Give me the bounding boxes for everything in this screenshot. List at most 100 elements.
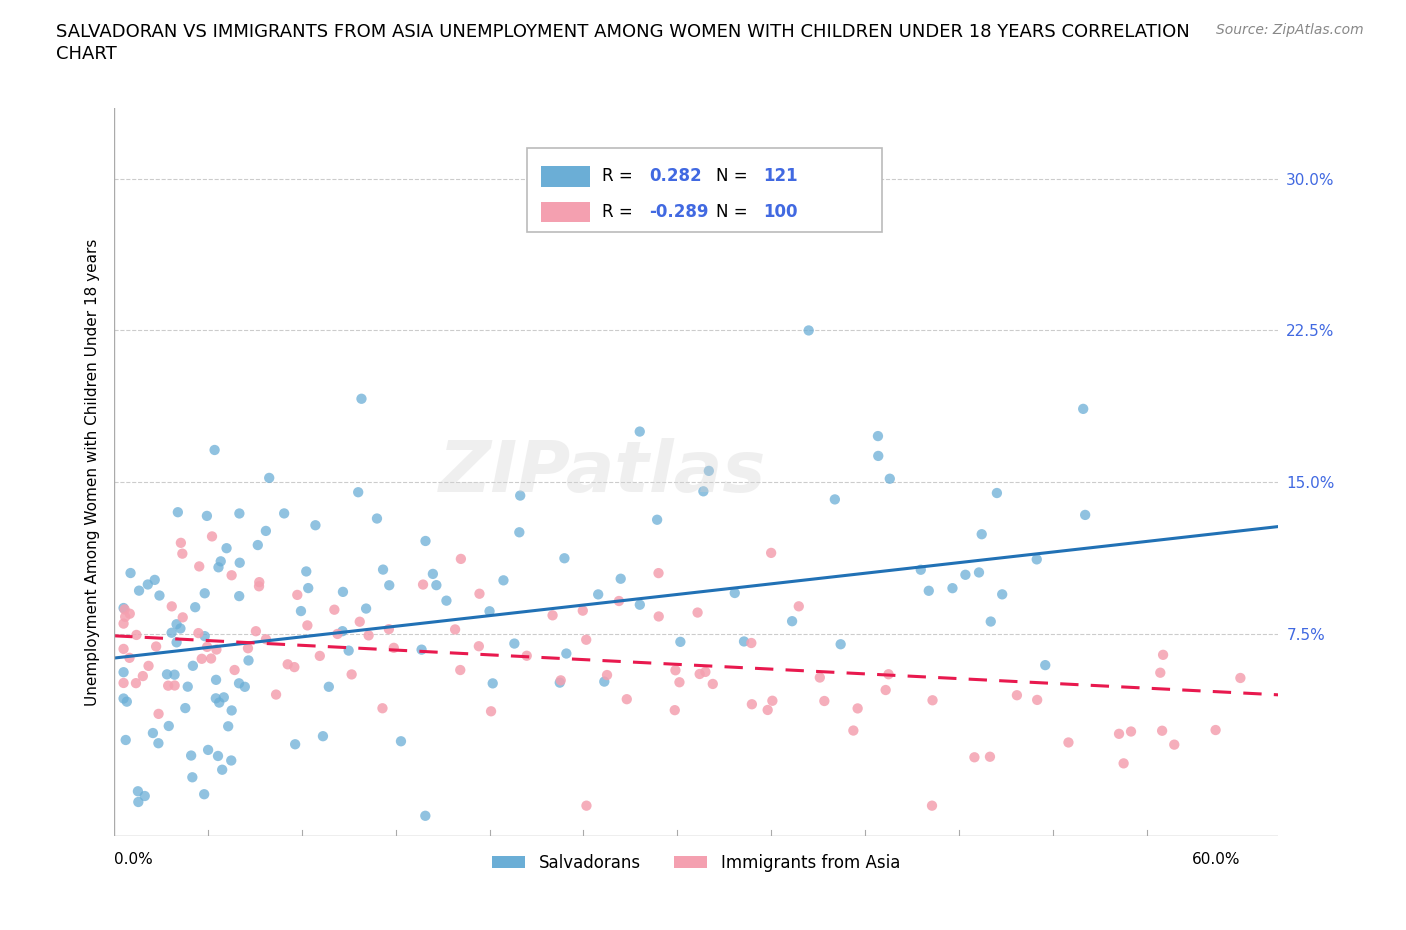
Point bbox=[689, 667, 711, 682]
Point bbox=[492, 573, 515, 588]
Point bbox=[205, 672, 228, 687]
Point bbox=[112, 601, 135, 616]
Point bbox=[208, 695, 231, 710]
Text: CHART: CHART bbox=[56, 45, 117, 62]
Point bbox=[142, 725, 165, 740]
Point bbox=[169, 621, 191, 636]
Point bbox=[444, 622, 467, 637]
Point bbox=[254, 524, 277, 538]
Point bbox=[596, 668, 619, 683]
Point bbox=[112, 675, 135, 690]
Text: 121: 121 bbox=[763, 167, 799, 185]
Point bbox=[290, 604, 312, 618]
Point bbox=[910, 563, 932, 578]
Bar bbox=[541, 202, 591, 222]
Point bbox=[842, 724, 865, 738]
Point bbox=[761, 694, 783, 709]
Point bbox=[157, 719, 180, 734]
Point bbox=[163, 678, 186, 693]
Point bbox=[664, 703, 686, 718]
Text: ZIPatlas: ZIPatlas bbox=[439, 437, 766, 507]
Point bbox=[846, 701, 869, 716]
Point bbox=[780, 614, 803, 629]
Point bbox=[197, 742, 219, 757]
Point bbox=[115, 694, 138, 709]
Point bbox=[980, 614, 1002, 629]
Point bbox=[664, 663, 686, 678]
Point bbox=[148, 588, 170, 603]
Point bbox=[669, 634, 692, 649]
Point bbox=[184, 600, 207, 615]
Point bbox=[304, 518, 326, 533]
Point bbox=[378, 578, 401, 592]
Point bbox=[479, 704, 502, 719]
Point bbox=[209, 554, 232, 569]
Point bbox=[188, 559, 211, 574]
Point bbox=[354, 601, 377, 616]
Point bbox=[412, 578, 434, 592]
Point bbox=[478, 604, 501, 618]
Point bbox=[702, 676, 724, 691]
Point bbox=[425, 578, 447, 592]
Point bbox=[1229, 671, 1251, 685]
Point bbox=[166, 505, 188, 520]
Point bbox=[382, 641, 405, 656]
Point bbox=[686, 605, 709, 620]
Point bbox=[1074, 508, 1097, 523]
Point bbox=[254, 631, 277, 646]
Point bbox=[120, 565, 142, 580]
Point bbox=[733, 634, 755, 649]
Point bbox=[221, 568, 243, 583]
Point bbox=[787, 599, 810, 614]
Point bbox=[283, 659, 305, 674]
Point bbox=[257, 471, 280, 485]
Point bbox=[247, 575, 270, 590]
Point bbox=[132, 669, 155, 684]
Point bbox=[163, 667, 186, 682]
Point bbox=[610, 181, 633, 196]
Point bbox=[759, 546, 782, 561]
Point bbox=[366, 512, 388, 526]
Legend: Salvadorans, Immigrants from Asia: Salvadorans, Immigrants from Asia bbox=[485, 847, 907, 879]
Point bbox=[1033, 658, 1056, 672]
Text: 100: 100 bbox=[763, 203, 799, 221]
Point bbox=[609, 571, 631, 586]
Point bbox=[963, 750, 986, 764]
Point bbox=[212, 690, 235, 705]
Point bbox=[645, 512, 668, 527]
Point bbox=[648, 609, 671, 624]
Point bbox=[215, 540, 238, 555]
Point bbox=[371, 701, 394, 716]
Point bbox=[986, 485, 1008, 500]
Point bbox=[245, 624, 267, 639]
Text: R =: R = bbox=[602, 203, 633, 221]
Point bbox=[128, 583, 150, 598]
Point bbox=[541, 608, 564, 623]
Point bbox=[647, 565, 669, 580]
Point bbox=[970, 526, 993, 541]
Point bbox=[1025, 551, 1047, 566]
Point bbox=[668, 675, 690, 690]
Point bbox=[555, 646, 578, 661]
Point bbox=[181, 770, 204, 785]
Point bbox=[200, 651, 222, 666]
Point bbox=[193, 787, 215, 802]
Point bbox=[868, 448, 890, 463]
Point bbox=[318, 679, 340, 694]
Point bbox=[127, 784, 149, 799]
Point bbox=[181, 658, 204, 673]
Point bbox=[1152, 647, 1174, 662]
Point bbox=[207, 749, 229, 764]
Point bbox=[273, 506, 295, 521]
Point bbox=[797, 323, 820, 338]
Point bbox=[172, 610, 194, 625]
Point bbox=[695, 664, 717, 679]
Point bbox=[866, 429, 889, 444]
Point bbox=[125, 628, 148, 643]
Point bbox=[156, 667, 179, 682]
Point bbox=[246, 538, 269, 552]
Point bbox=[332, 624, 354, 639]
Point bbox=[170, 536, 193, 551]
Point bbox=[628, 597, 651, 612]
Point bbox=[572, 604, 595, 618]
